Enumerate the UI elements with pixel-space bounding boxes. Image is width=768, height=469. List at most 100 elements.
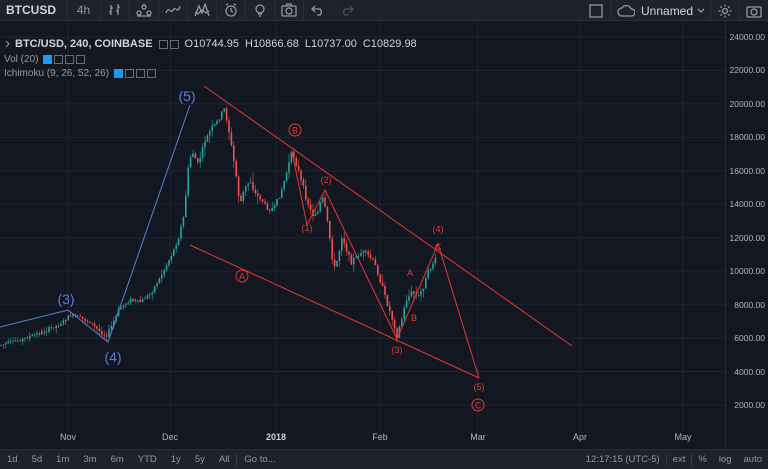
symbol-search-button[interactable]: BTCUSD <box>6 3 56 17</box>
settings-button[interactable] <box>710 0 739 21</box>
interval-button[interactable]: 4h <box>66 0 100 21</box>
candle-body <box>127 302 129 304</box>
candle-body <box>149 294 151 296</box>
candle-body <box>218 119 221 121</box>
candle-body <box>170 255 173 261</box>
chart-pane[interactable]: (3) (4) (5) (1) (2) (3) (4) (5) A B C A B C <box>0 21 725 448</box>
templates-button[interactable] <box>187 0 216 21</box>
candle-body <box>9 340 12 342</box>
price-axis[interactable]: 24000.00 22000.00 20000.00 18000.00 16000.00… <box>725 21 768 448</box>
candle-body <box>36 333 38 335</box>
log-toggle[interactable]: log <box>718 454 732 465</box>
ichimoku-settings-icon[interactable] <box>125 69 135 78</box>
time-tick-label: Mar <box>470 432 486 442</box>
save-layout-button[interactable]: Unnamed <box>610 0 710 21</box>
fullscreen-button[interactable] <box>581 0 610 21</box>
redo-button[interactable] <box>332 0 361 21</box>
candle-body <box>434 257 437 264</box>
clock[interactable]: 12:17:15 (UTC-5) <box>585 454 660 465</box>
candle-body <box>163 269 165 275</box>
candle-body <box>21 338 24 342</box>
candle-body <box>393 319 396 329</box>
range-button-5d[interactable]: 5d <box>31 454 43 465</box>
candle-body <box>348 251 350 256</box>
compare-button[interactable] <box>129 0 158 21</box>
undo-button[interactable] <box>303 0 332 21</box>
candle-body <box>381 282 384 286</box>
chevron-down-icon <box>697 8 705 13</box>
candle-body <box>420 291 422 296</box>
price-chart[interactable]: (3) (4) (5) (1) (2) (3) (4) (5) A B C A B C <box>0 21 725 448</box>
red-wave-line <box>291 151 480 379</box>
snapshot-button[interactable] <box>274 0 303 21</box>
candle-body <box>345 243 348 252</box>
volume-legend[interactable]: Vol (20) <box>4 54 86 65</box>
indicators-button[interactable] <box>158 0 187 21</box>
candle-body <box>425 277 427 289</box>
range-button-ytd[interactable]: YTD <box>137 454 157 465</box>
percent-toggle[interactable]: % <box>698 454 707 465</box>
range-button-all[interactable]: All <box>218 454 230 465</box>
circled-label-ring <box>288 123 302 137</box>
range-button-5y[interactable]: 5y <box>194 454 205 465</box>
auto-toggle[interactable]: auto <box>743 454 763 465</box>
candle-body <box>427 270 429 278</box>
candle-body <box>177 238 180 246</box>
candle-body <box>213 124 216 126</box>
candle-body <box>242 191 245 202</box>
volume-settings-icon[interactable] <box>54 55 64 64</box>
camera-button[interactable] <box>739 0 768 21</box>
candle-body <box>432 263 434 269</box>
bar-style-button[interactable] <box>100 0 129 21</box>
ichimoku-close-icon[interactable] <box>136 69 146 78</box>
volume-eye-icon[interactable] <box>43 55 53 64</box>
candle-body <box>132 298 134 301</box>
range-button-6m[interactable]: 6m <box>110 454 124 465</box>
candle-body <box>26 337 29 339</box>
replay-button[interactable] <box>245 0 274 21</box>
candle-body <box>93 323 96 327</box>
blue-wave-line <box>0 104 191 343</box>
candle-body <box>2 344 5 345</box>
ichimoku-legend[interactable]: Ichimoku (9, 26, 52, 26) <box>4 68 157 79</box>
candle-body <box>336 260 338 267</box>
wave-label-red-2: (2) <box>321 175 332 185</box>
candle-body <box>38 333 41 335</box>
legend-open-key: O <box>184 38 194 50</box>
range-button-3m[interactable]: 3m <box>83 454 97 465</box>
candle-body <box>290 151 293 163</box>
range-button-1m[interactable]: 1m <box>56 454 70 465</box>
circled-label-a: A <box>239 272 245 282</box>
range-button-1y[interactable]: 1y <box>170 454 181 465</box>
legend-eye-icon[interactable] <box>158 39 168 49</box>
volume-close-icon[interactable] <box>65 55 75 64</box>
candle-body <box>350 255 353 265</box>
candle-body <box>7 341 9 344</box>
ichimoku-more-icon[interactable] <box>147 69 157 78</box>
candle-body <box>201 147 204 158</box>
circled-label-ring <box>471 398 485 412</box>
goto-button[interactable]: Go to... <box>244 454 276 465</box>
price-tick-label: 2000.00 <box>734 400 765 410</box>
time-tick-label: May <box>674 432 692 442</box>
candle-body <box>173 249 175 256</box>
candle-body <box>182 217 185 227</box>
alert-button[interactable] <box>216 0 245 21</box>
volume-more-icon[interactable] <box>76 55 86 64</box>
legend-high-key: H <box>244 38 253 50</box>
candle-body <box>317 211 319 214</box>
candle-body <box>72 314 74 317</box>
separator <box>236 453 238 466</box>
candle-body <box>110 325 113 330</box>
time-axis[interactable]: Nov Dec 2018 Feb Mar Apr May <box>0 432 725 448</box>
legend-settings-icon[interactable] <box>169 39 179 49</box>
ichimoku-eye-icon[interactable] <box>114 69 124 78</box>
candle-body <box>79 315 81 317</box>
candle-body <box>398 326 401 338</box>
candle-body <box>271 208 273 211</box>
range-button-1d[interactable]: 1d <box>7 454 18 465</box>
candle-body <box>14 340 17 342</box>
ext-toggle[interactable]: ext <box>672 454 686 465</box>
chevron-icon <box>5 40 10 48</box>
price-tick-label: 12000.00 <box>729 232 765 243</box>
